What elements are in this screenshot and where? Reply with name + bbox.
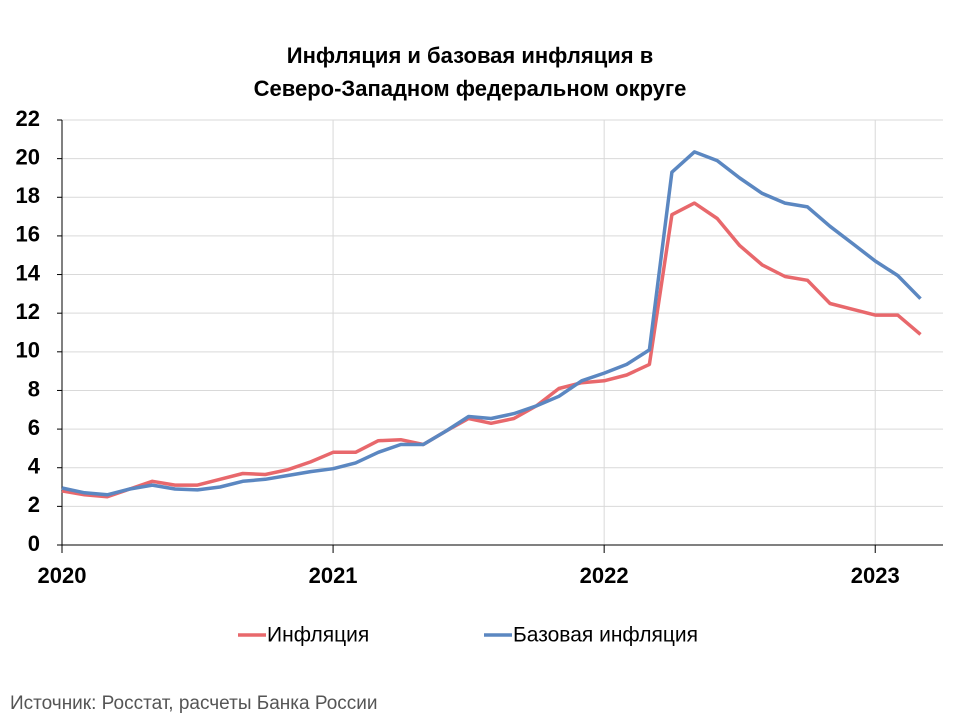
chart-title: Северо-Западном федеральном округе xyxy=(254,76,687,101)
y-tick-label: 4 xyxy=(28,454,41,479)
y-tick-label: 12 xyxy=(16,299,40,324)
y-tick-label: 14 xyxy=(16,260,41,285)
x-tick-label: 2022 xyxy=(580,563,629,588)
source-note: Источник: Росстат, расчеты Банка России xyxy=(10,693,378,714)
y-tick-label: 10 xyxy=(16,338,40,363)
series-line xyxy=(61,201,922,499)
y-tick-label: 0 xyxy=(28,531,40,556)
y-tick-label: 6 xyxy=(28,415,40,440)
legend-label: Базовая инфляция xyxy=(513,624,698,647)
x-tick-label: 2021 xyxy=(309,563,358,588)
chart-title: Инфляция и базовая инфляция в xyxy=(287,43,653,68)
x-tick-label: 2023 xyxy=(851,563,900,588)
y-tick-label: 16 xyxy=(16,222,40,247)
legend-label: Инфляция xyxy=(267,624,369,647)
series-line xyxy=(61,150,922,497)
y-tick-label: 2 xyxy=(28,492,40,517)
y-tick-label: 20 xyxy=(16,144,40,169)
y-tick-label: 18 xyxy=(16,183,40,208)
y-tick-label: 22 xyxy=(16,106,40,131)
y-tick-label: 8 xyxy=(28,376,40,401)
x-tick-label: 2020 xyxy=(38,563,87,588)
